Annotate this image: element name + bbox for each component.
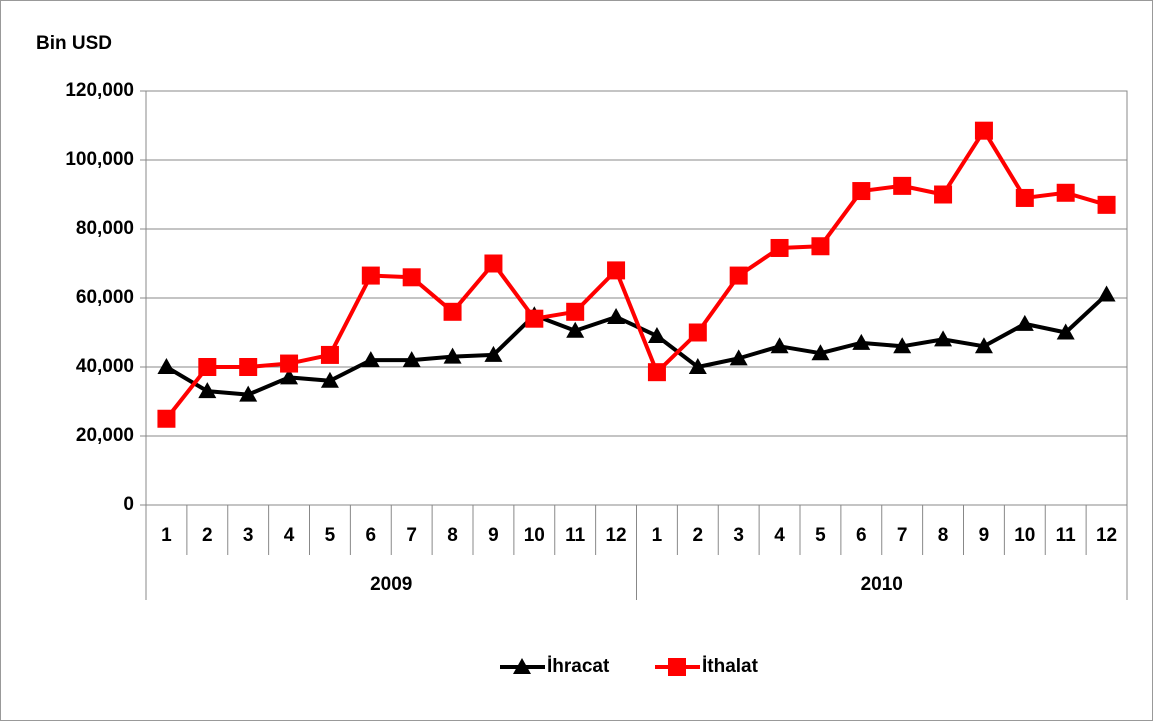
data-point bbox=[688, 358, 707, 374]
data-point bbox=[280, 368, 299, 385]
data-point bbox=[402, 351, 421, 368]
x-tick-label: 10 bbox=[1014, 525, 1035, 546]
y-tick-label: 0 bbox=[123, 494, 134, 515]
data-point bbox=[566, 302, 585, 321]
data-point bbox=[361, 266, 380, 285]
y-axis-label: Bin USD bbox=[36, 33, 112, 54]
data-point bbox=[688, 323, 707, 342]
x-tick-label: 1 bbox=[652, 525, 663, 546]
legend-label: İhracat bbox=[547, 656, 610, 677]
data-point bbox=[1056, 323, 1075, 340]
data-point bbox=[729, 349, 748, 366]
data-point bbox=[157, 409, 176, 428]
x-tick-label: 11 bbox=[565, 525, 586, 546]
group-label: 2010 bbox=[861, 574, 903, 595]
x-tick-label: 8 bbox=[447, 525, 458, 546]
x-tick-label: 5 bbox=[325, 525, 336, 546]
legend-label: İthalat bbox=[702, 656, 759, 677]
group-label: 2009 bbox=[370, 574, 412, 595]
data-point bbox=[647, 363, 666, 382]
data-point bbox=[974, 121, 993, 140]
data-point bbox=[1015, 314, 1034, 331]
x-tick-label: 11 bbox=[1056, 525, 1077, 546]
data-point bbox=[729, 266, 748, 285]
legend-marker bbox=[513, 658, 531, 674]
data-point bbox=[811, 237, 830, 256]
x-tick-label: 5 bbox=[815, 525, 826, 546]
x-tick-label: 3 bbox=[733, 525, 744, 546]
x-tick-label: 12 bbox=[605, 525, 626, 546]
data-point bbox=[934, 330, 953, 347]
data-point bbox=[852, 333, 871, 350]
data-point bbox=[320, 371, 339, 388]
y-tick-label: 40,000 bbox=[76, 356, 134, 377]
data-point bbox=[770, 238, 789, 257]
data-point bbox=[811, 344, 830, 361]
data-point bbox=[893, 176, 912, 195]
data-point bbox=[1015, 188, 1034, 207]
x-tick-label: 6 bbox=[856, 525, 867, 546]
data-point bbox=[893, 337, 912, 354]
x-tick-label: 3 bbox=[243, 525, 254, 546]
data-point bbox=[852, 182, 871, 201]
data-point bbox=[566, 321, 585, 338]
x-tick-label: 7 bbox=[406, 525, 417, 546]
data-point bbox=[280, 354, 299, 373]
data-point bbox=[1097, 285, 1116, 302]
x-tick-label: 4 bbox=[774, 525, 785, 546]
y-tick-label: 100,000 bbox=[65, 149, 134, 170]
y-tick-label: 80,000 bbox=[76, 218, 134, 239]
data-point bbox=[361, 351, 380, 368]
data-point bbox=[647, 326, 666, 343]
data-point bbox=[198, 358, 217, 376]
data-point bbox=[320, 345, 339, 364]
x-tick-label: 2 bbox=[693, 525, 704, 546]
x-tick-label: 6 bbox=[366, 525, 377, 546]
data-point bbox=[770, 337, 789, 354]
data-point bbox=[974, 337, 993, 354]
legend-marker bbox=[668, 658, 686, 676]
data-point bbox=[239, 358, 258, 376]
x-tick-label: 12 bbox=[1096, 525, 1117, 546]
x-tick-label: 1 bbox=[161, 525, 172, 546]
data-point bbox=[1097, 195, 1116, 214]
x-tick-label: 2 bbox=[202, 525, 213, 546]
x-tick-label: 8 bbox=[938, 525, 949, 546]
data-point bbox=[1056, 183, 1075, 202]
data-point bbox=[607, 261, 626, 280]
y-tick-label: 20,000 bbox=[76, 425, 134, 446]
x-tick-label: 9 bbox=[979, 525, 990, 546]
data-point bbox=[934, 185, 953, 204]
data-point bbox=[198, 382, 217, 399]
data-point bbox=[525, 309, 544, 328]
data-point bbox=[484, 254, 503, 273]
x-tick-label: 4 bbox=[284, 525, 295, 546]
y-tick-label: 120,000 bbox=[65, 80, 134, 101]
x-tick-label: 10 bbox=[524, 525, 545, 546]
data-point bbox=[443, 347, 462, 364]
data-point bbox=[239, 385, 258, 402]
x-tick-label: 7 bbox=[897, 525, 908, 546]
data-point bbox=[443, 302, 462, 321]
data-point bbox=[484, 345, 503, 362]
data-point bbox=[157, 358, 176, 374]
y-tick-label: 60,000 bbox=[76, 287, 134, 308]
data-point bbox=[607, 307, 626, 324]
x-tick-label: 9 bbox=[488, 525, 499, 546]
data-point bbox=[402, 268, 421, 287]
